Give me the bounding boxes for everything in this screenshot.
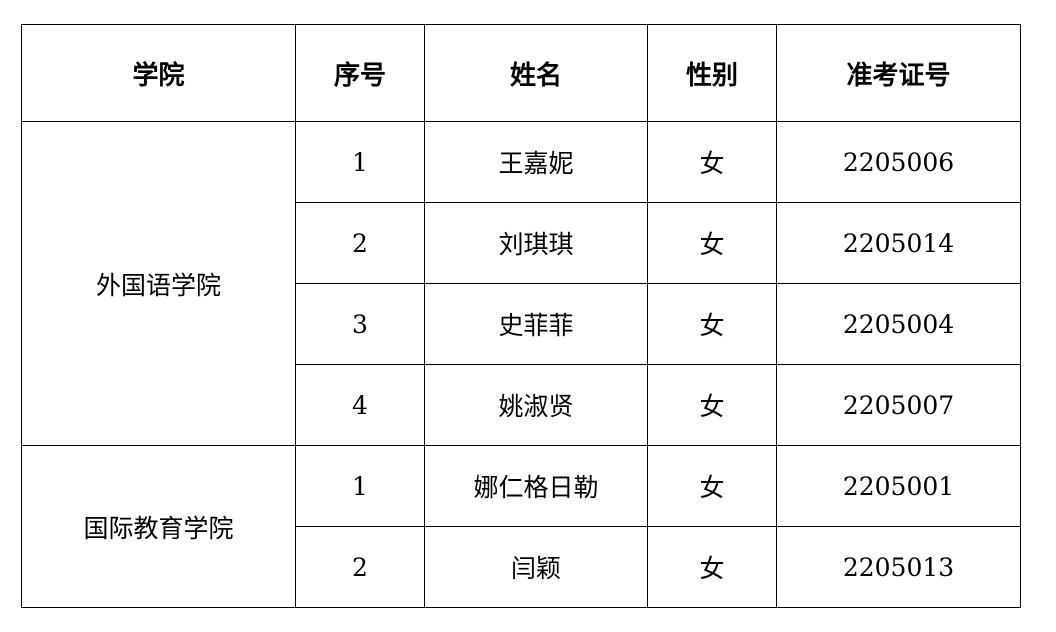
exam-id-cell: 2205014: [776, 202, 1021, 284]
name-cell: 娜仁格日勒: [424, 445, 648, 527]
number-cell: 4: [295, 364, 425, 446]
number-cell: 3: [295, 283, 425, 365]
header-college: 学院: [21, 24, 296, 122]
name-cell: 闫颖: [424, 526, 648, 608]
gender-cell: 女: [647, 121, 777, 203]
exam-id-cell: 2205006: [776, 121, 1021, 203]
name-cell: 姚淑贤: [424, 364, 648, 446]
header-number: 序号: [295, 24, 425, 122]
college-cell: 国际教育学院: [21, 445, 296, 608]
exam-id-cell: 2205001: [776, 445, 1021, 527]
header-exam-id: 准考证号: [776, 24, 1021, 122]
number-cell: 2: [295, 526, 425, 608]
gender-cell: 女: [647, 202, 777, 284]
table-row: 国际教育学院 1 娜仁格日勒女 2205001: [21, 445, 1021, 608]
exam-id-cell: 2205004: [776, 283, 1021, 365]
header-gender: 性别: [647, 24, 777, 122]
gender-cell: 女: [647, 364, 777, 446]
name-cell: 刘琪琪: [424, 202, 648, 284]
number-cell: 2: [295, 202, 425, 284]
exam-id-cell: 2205007: [776, 364, 1021, 446]
name-cell: 王嘉妮: [424, 121, 648, 203]
table-row: 2 闫颖女 2205013: [22, 526, 1021, 608]
number-cell: 1: [295, 121, 425, 203]
table-row: 2 刘琪琪女 2205014: [22, 202, 1021, 284]
header-row: 学院 序号 姓名 性别 准考证号: [21, 24, 1021, 122]
table-row: 4 姚淑贤女 2205007: [22, 364, 1021, 446]
header-name: 姓名: [424, 24, 648, 122]
table-row: 外国语学院 1 王嘉妮女 2205006: [21, 121, 1021, 446]
admission-table: 学院 序号 姓名 性别 准考证号 外国语学院 1 王嘉妮女 2205006 2 刘琪琪女 2…: [21, 24, 1021, 608]
table-row: 3 史菲菲女 2205004: [22, 283, 1021, 365]
exam-id-cell: 2205013: [776, 526, 1021, 608]
gender-cell: 女: [647, 526, 777, 608]
gender-cell: 女: [647, 445, 777, 527]
college-cell: 外国语学院: [21, 121, 296, 446]
number-cell: 1: [295, 445, 425, 527]
name-cell: 史菲菲: [424, 283, 648, 365]
gender-cell: 女: [647, 283, 777, 365]
